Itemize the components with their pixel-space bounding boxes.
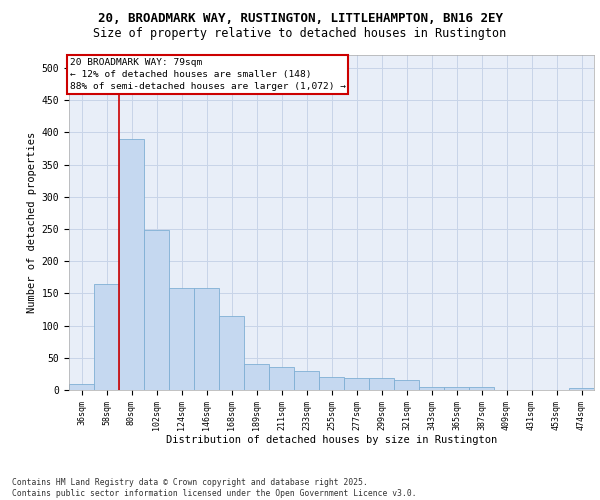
Bar	[394, 380, 419, 390]
Bar	[119, 138, 144, 390]
Bar	[319, 377, 344, 390]
Y-axis label: Number of detached properties: Number of detached properties	[28, 132, 37, 313]
Text: 20, BROADMARK WAY, RUSTINGTON, LITTLEHAMPTON, BN16 2EY: 20, BROADMARK WAY, RUSTINGTON, LITTLEHAM…	[97, 12, 503, 26]
Text: Contains HM Land Registry data © Crown copyright and database right 2025.
Contai: Contains HM Land Registry data © Crown c…	[12, 478, 416, 498]
Bar	[469, 387, 494, 390]
Bar	[244, 364, 269, 390]
Bar	[569, 388, 594, 390]
Bar	[369, 378, 394, 390]
Text: Size of property relative to detached houses in Rustington: Size of property relative to detached ho…	[94, 28, 506, 40]
Bar	[194, 288, 219, 390]
Bar	[444, 387, 469, 390]
Bar	[219, 316, 244, 390]
Bar	[294, 370, 319, 390]
Bar	[94, 284, 119, 390]
Bar	[269, 368, 294, 390]
Bar	[169, 288, 194, 390]
Text: 20 BROADMARK WAY: 79sqm
← 12% of detached houses are smaller (148)
88% of semi-d: 20 BROADMARK WAY: 79sqm ← 12% of detache…	[70, 58, 346, 91]
Bar	[144, 230, 169, 390]
Bar	[419, 387, 444, 390]
Bar	[69, 384, 94, 390]
X-axis label: Distribution of detached houses by size in Rustington: Distribution of detached houses by size …	[166, 436, 497, 446]
Bar	[344, 378, 369, 390]
